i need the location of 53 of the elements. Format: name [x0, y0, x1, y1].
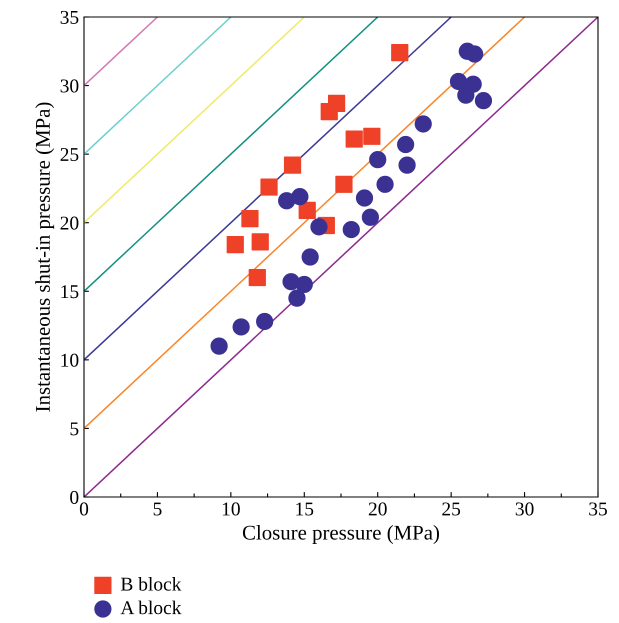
point: [398, 156, 416, 174]
point: [248, 268, 266, 286]
point: [466, 45, 484, 63]
point: [232, 318, 250, 336]
x-axis-title: Closure pressure (MPa): [242, 525, 440, 544]
point: [474, 92, 492, 110]
x-tick-label: 5: [154, 502, 162, 516]
point: [291, 188, 308, 206]
legend-label: B block: [120, 577, 182, 591]
point: [252, 233, 269, 251]
point: [241, 210, 259, 228]
point: [362, 208, 379, 226]
point: [288, 290, 306, 307]
x-tick-label: 15: [296, 502, 314, 516]
point: [226, 236, 244, 254]
y-tick-label: 25: [60, 148, 78, 162]
point: [335, 176, 353, 193]
x-tick-label: 30: [516, 502, 534, 516]
x-tick-label: 35: [589, 502, 607, 516]
legend-label: A block: [120, 600, 182, 614]
y-tick-label: 5: [70, 422, 78, 436]
point: [256, 312, 274, 330]
y-tick-label: 30: [60, 79, 78, 93]
point: [346, 130, 363, 148]
point: [457, 86, 474, 104]
point: [296, 276, 313, 294]
point: [320, 103, 338, 120]
point: [356, 189, 374, 207]
point: [260, 178, 278, 196]
point: [302, 248, 319, 266]
y-tick-label: 10: [61, 354, 78, 367]
point: [363, 128, 380, 145]
y-tick-label: 0: [70, 490, 78, 504]
y-tick-label: 35: [60, 10, 78, 24]
point: [342, 220, 360, 238]
point: [298, 202, 316, 219]
point: [284, 156, 302, 174]
point: [450, 72, 468, 90]
y-tick-label: 20: [60, 216, 78, 230]
x-tick-label: 20: [368, 502, 387, 516]
point: [310, 218, 328, 236]
point: [414, 115, 432, 133]
x-tick-label: 25: [442, 502, 460, 516]
point: [369, 151, 386, 168]
point: [210, 338, 228, 355]
point: [278, 192, 296, 210]
point: [391, 44, 408, 62]
y-tick-label: 15: [61, 285, 78, 298]
point: [376, 176, 394, 193]
x-tick-label: 0: [80, 502, 88, 516]
y-axis-title: Instantaneous shut-in pressure (MPa): [35, 102, 54, 412]
point: [397, 136, 414, 154]
x-tick-label: 10: [222, 502, 240, 516]
